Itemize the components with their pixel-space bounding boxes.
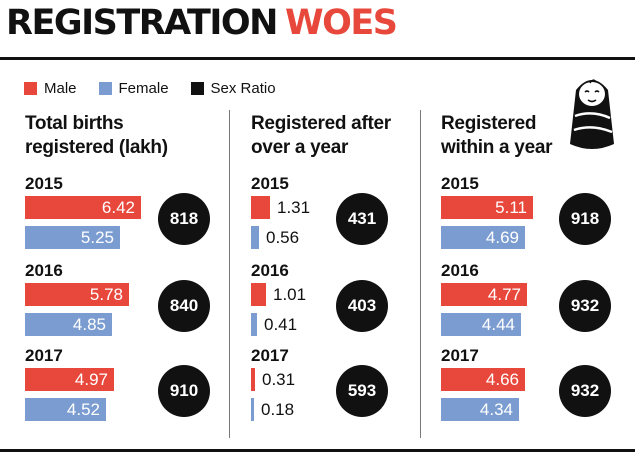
bar-female — [441, 398, 519, 421]
data-label: 0.31 — [262, 370, 296, 389]
data-label: 4.85 — [72, 315, 106, 334]
sex-ratio-badge: 818 — [158, 193, 210, 245]
data-label: 4.44 — [481, 315, 515, 334]
data-label: 4.77 — [487, 285, 521, 304]
data-label: 1.01 — [273, 285, 307, 304]
year-label: 2016 — [25, 261, 63, 280]
sex-ratio-badge: 910 — [158, 365, 210, 417]
sex-ratio-badge: 840 — [158, 280, 210, 332]
panel-title-line: within a year — [441, 137, 553, 158]
sex-ratio-badge: 403 — [336, 280, 388, 332]
panel-title: Registered after over a year — [251, 112, 441, 160]
sex-ratio-badge: 918 — [559, 193, 611, 245]
panel-title-line: Registered — [441, 113, 537, 134]
sex-ratio-badge: 593 — [336, 365, 388, 417]
year-label: 2017 — [25, 346, 63, 365]
legend-label-female: Female — [118, 79, 169, 97]
bar-male — [441, 283, 527, 306]
sex-ratio-badge: 932 — [559, 365, 611, 417]
bar-male — [441, 196, 533, 219]
title-accent: WOES — [284, 3, 398, 43]
sex-ratio-badge: 932 — [559, 280, 611, 332]
bar-male — [25, 368, 114, 391]
data-label: 4.52 — [66, 400, 100, 419]
bar-female — [25, 226, 120, 249]
panel-title-line: registered (lakh) — [25, 137, 168, 158]
bar-female — [25, 313, 112, 336]
bar-male — [25, 283, 129, 306]
legend-label-male: Male — [44, 79, 77, 97]
bar-female — [251, 226, 259, 249]
data-label: 0.56 — [266, 228, 300, 247]
bar-male — [251, 368, 255, 391]
legend-swatch-ratio — [190, 81, 204, 95]
data-label: 6.42 — [101, 198, 135, 217]
year-label: 2016 — [441, 261, 479, 280]
year-label: 2015 — [441, 174, 479, 193]
data-label: 5.25 — [80, 228, 114, 247]
bar-female — [251, 313, 257, 336]
bar-male — [251, 283, 266, 306]
bar-male — [441, 368, 525, 391]
divider-2 — [420, 110, 421, 438]
panel-title: Total births registered (lakh) — [25, 112, 215, 160]
data-label: 4.34 — [479, 400, 513, 419]
legend-label-ratio: Sex Ratio — [210, 79, 276, 97]
page-title: REGISTRATION WOES — [6, 3, 398, 43]
bar-male — [251, 196, 270, 219]
panel-title-line: Registered after — [251, 113, 391, 134]
bar-female — [441, 226, 525, 249]
panel-title: Registered within a year — [441, 112, 631, 160]
panel-title-line: Total births — [25, 113, 124, 134]
bar-female — [441, 313, 521, 336]
data-label: 0.41 — [264, 315, 298, 334]
year-label: 2015 — [25, 174, 63, 193]
data-label: 5.11 — [495, 198, 527, 217]
top-rule — [0, 57, 635, 60]
panel-title-line: over a year — [251, 137, 349, 158]
legend-item-female: Female — [98, 79, 169, 97]
sex-ratio-badge: 431 — [336, 193, 388, 245]
data-label: 1.31 — [277, 198, 311, 217]
year-label: 2015 — [251, 174, 289, 193]
data-label: 4.97 — [74, 370, 108, 389]
year-label: 2017 — [441, 346, 479, 365]
bar-male — [25, 196, 141, 219]
data-label: 0.18 — [261, 400, 295, 419]
title-main: REGISTRATION — [6, 3, 278, 43]
legend-item-ratio: Sex Ratio — [190, 79, 276, 97]
bottom-rule — [0, 449, 635, 452]
bar-female — [251, 398, 254, 421]
swaddled-baby-icon — [570, 79, 614, 149]
divider-1 — [229, 110, 230, 438]
legend: Male Female Sex Ratio — [24, 79, 298, 97]
data-label: 4.69 — [485, 228, 519, 247]
data-label: 5.78 — [89, 285, 123, 304]
year-label: 2017 — [251, 346, 289, 365]
legend-item-male: Male — [24, 80, 77, 97]
legend-swatch-male — [24, 81, 37, 95]
legend-swatch-female — [98, 81, 112, 95]
bar-female — [25, 398, 106, 421]
data-label: 4.66 — [485, 370, 519, 389]
year-label: 2016 — [251, 261, 289, 280]
